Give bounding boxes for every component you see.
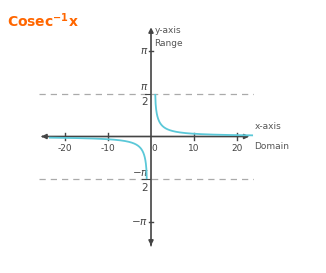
Text: y-axis: y-axis	[155, 26, 181, 34]
Text: $\pi$: $\pi$	[140, 46, 148, 56]
Text: $-\pi$: $-\pi$	[132, 168, 149, 178]
Text: $\pi$: $\pi$	[141, 82, 149, 92]
Text: -10: -10	[101, 144, 115, 153]
Text: 0: 0	[152, 144, 157, 153]
Text: $2$: $2$	[141, 181, 149, 193]
Text: $-\pi$: $-\pi$	[131, 217, 148, 227]
Text: Domain: Domain	[254, 142, 289, 150]
Text: $\mathbf{Cosec^{-1}x}$: $\mathbf{Cosec^{-1}x}$	[7, 11, 78, 29]
Text: 20: 20	[231, 144, 243, 153]
Text: 10: 10	[188, 144, 200, 153]
Text: $2$: $2$	[141, 95, 149, 107]
Text: x-axis: x-axis	[254, 123, 281, 131]
Text: -20: -20	[58, 144, 72, 153]
Text: Range: Range	[155, 39, 183, 48]
